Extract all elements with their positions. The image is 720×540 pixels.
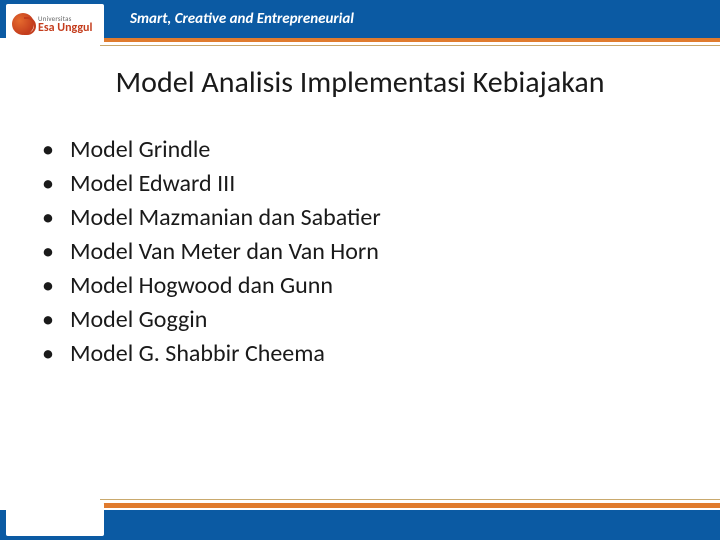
footer-thin-line: [100, 499, 720, 500]
header-thin-line: [100, 45, 720, 46]
logo-text: Universitas Esa Unggul: [38, 15, 92, 34]
list-item: Model Goggin: [42, 303, 720, 337]
slide-content: Model Grindle Model Edward III Model Maz…: [0, 133, 720, 372]
logo-mark-icon: [12, 13, 34, 35]
header-blue-bar: [0, 0, 720, 38]
list-item: Model Mazmanian dan Sabatier: [42, 201, 720, 235]
header-tagline: Smart, Creative and Entrepreneurial: [130, 10, 354, 28]
footer-blue-bar: [0, 510, 720, 540]
slide-header: Universitas Esa Unggul Smart, Creative a…: [0, 0, 720, 48]
university-logo: Universitas Esa Unggul: [6, 4, 104, 44]
list-item: Model Hogwood dan Gunn: [42, 269, 720, 303]
logo-line2: Esa Unggul: [38, 22, 92, 34]
footer-orange-bar: [100, 503, 720, 508]
list-item: Model Grindle: [42, 133, 720, 167]
header-orange-bar: [100, 38, 720, 42]
bullet-list: Model Grindle Model Edward III Model Maz…: [42, 133, 720, 372]
list-item: Model Van Meter dan Van Horn: [42, 235, 720, 269]
footer-white-box: [6, 502, 104, 536]
slide-footer: [0, 492, 720, 540]
slide-title: Model Analisis Implementasi Kebiajakan: [0, 64, 720, 101]
list-item: Model Edward III: [42, 167, 720, 201]
list-item: Model G. Shabbir Cheema: [42, 337, 720, 371]
